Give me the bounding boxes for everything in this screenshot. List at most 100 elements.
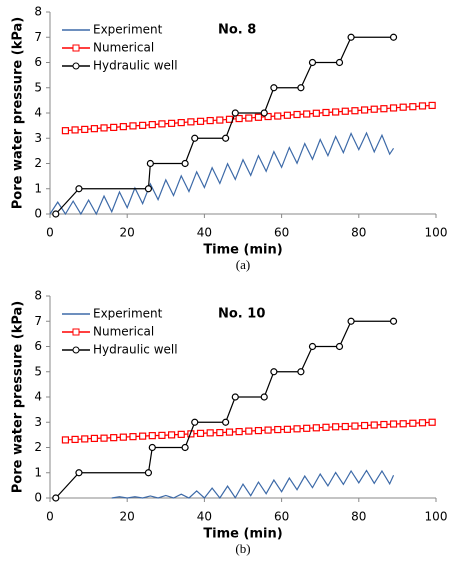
marker bbox=[146, 159, 154, 168]
marker bbox=[148, 432, 156, 440]
caption: (a) bbox=[236, 257, 250, 272]
marker bbox=[418, 419, 427, 427]
marker bbox=[312, 424, 320, 432]
marker bbox=[399, 103, 407, 111]
marker bbox=[129, 433, 137, 441]
x-tick-label: 80 bbox=[351, 226, 366, 240]
y-tick-label: 5 bbox=[34, 364, 42, 378]
marker bbox=[119, 123, 127, 131]
marker bbox=[274, 112, 282, 120]
marker bbox=[245, 114, 253, 122]
x-axis-label: Time (min) bbox=[203, 527, 282, 542]
marker bbox=[144, 469, 153, 477]
marker bbox=[389, 420, 398, 428]
marker bbox=[191, 418, 199, 426]
y-tick-label: 5 bbox=[34, 80, 42, 94]
marker bbox=[100, 124, 108, 132]
marker bbox=[100, 434, 108, 442]
marker bbox=[270, 84, 278, 92]
x-tick-label: 60 bbox=[274, 510, 289, 524]
x-tick-label: 40 bbox=[197, 226, 212, 240]
marker bbox=[148, 121, 156, 129]
caption: (b) bbox=[235, 541, 250, 556]
marker bbox=[312, 109, 320, 117]
marker bbox=[341, 422, 349, 431]
marker bbox=[260, 109, 268, 117]
x-tick-label: 0 bbox=[46, 510, 54, 524]
legend-label: Experiment bbox=[93, 23, 163, 37]
marker bbox=[129, 122, 137, 130]
marker bbox=[167, 431, 176, 439]
y-tick-label: 2 bbox=[34, 156, 42, 170]
marker bbox=[360, 421, 369, 430]
marker bbox=[206, 429, 214, 437]
marker bbox=[347, 33, 355, 41]
marker bbox=[399, 420, 407, 428]
marker bbox=[148, 443, 156, 452]
marker bbox=[335, 58, 344, 67]
marker bbox=[332, 108, 340, 116]
series-line bbox=[49, 131, 395, 216]
marker bbox=[322, 108, 330, 117]
marker bbox=[428, 101, 436, 110]
marker bbox=[322, 423, 330, 431]
marker bbox=[303, 424, 311, 432]
y-tick-label: 3 bbox=[34, 415, 42, 429]
legend-label: Numerical bbox=[93, 325, 154, 339]
marker bbox=[389, 317, 398, 325]
marker bbox=[144, 185, 153, 193]
marker bbox=[409, 419, 417, 427]
x-tick-label: 0 bbox=[46, 226, 54, 240]
marker bbox=[347, 317, 355, 325]
x-tick-label: 60 bbox=[274, 226, 289, 240]
marker bbox=[380, 105, 388, 113]
legend-label: Numerical bbox=[93, 41, 154, 55]
marker bbox=[341, 107, 349, 115]
y-tick-label: 8 bbox=[34, 289, 42, 303]
x-tick-label: 80 bbox=[351, 510, 366, 524]
legend-marker bbox=[72, 44, 80, 52]
marker bbox=[260, 393, 268, 401]
marker bbox=[389, 104, 398, 112]
y-tick-label: 7 bbox=[34, 30, 42, 44]
marker bbox=[52, 210, 60, 218]
marker bbox=[187, 118, 195, 126]
y-tick-label: 0 bbox=[34, 491, 42, 505]
legend-marker bbox=[72, 328, 80, 336]
marker bbox=[216, 116, 224, 124]
marker bbox=[181, 443, 189, 452]
y-tick-label: 6 bbox=[34, 55, 42, 69]
marker bbox=[196, 117, 205, 125]
marker bbox=[61, 127, 70, 135]
y-tick-label: 0 bbox=[34, 207, 42, 221]
marker bbox=[293, 110, 301, 119]
marker bbox=[225, 428, 234, 436]
marker bbox=[196, 429, 205, 437]
marker bbox=[264, 112, 272, 121]
marker bbox=[380, 420, 388, 429]
marker bbox=[274, 425, 282, 434]
marker bbox=[81, 435, 89, 443]
marker bbox=[216, 429, 224, 437]
marker bbox=[206, 116, 214, 125]
marker bbox=[389, 33, 398, 41]
y-tick-label: 1 bbox=[34, 181, 42, 195]
y-tick-label: 3 bbox=[34, 131, 42, 145]
marker bbox=[409, 103, 417, 111]
marker bbox=[351, 107, 359, 115]
marker bbox=[181, 159, 189, 168]
x-tick-label: 20 bbox=[120, 510, 135, 524]
legend-label: Hydraulic well bbox=[93, 343, 178, 357]
marker bbox=[283, 111, 291, 119]
marker bbox=[119, 433, 127, 441]
marker bbox=[370, 421, 378, 429]
x-axis-label: Time (min) bbox=[203, 243, 282, 258]
marker bbox=[332, 423, 340, 431]
marker bbox=[231, 109, 239, 117]
marker bbox=[245, 427, 253, 435]
marker bbox=[297, 84, 305, 92]
marker bbox=[351, 422, 359, 430]
marker bbox=[52, 494, 60, 502]
chart-title: No. 8 bbox=[218, 23, 256, 38]
